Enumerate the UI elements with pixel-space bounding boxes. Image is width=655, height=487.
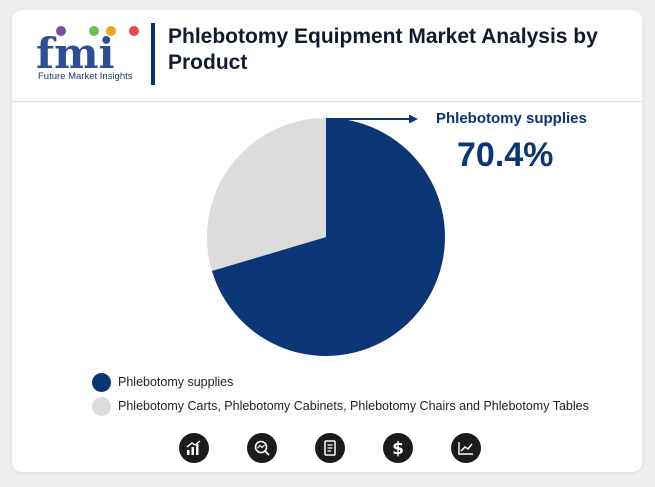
- title-accent-bar: [151, 23, 155, 85]
- fmi-logo-mark: fmi: [36, 26, 139, 78]
- header: fmi Future Market Insights Phlebotomy Eq…: [12, 10, 642, 102]
- logo-letters: fmi: [36, 29, 114, 72]
- header-divider: [12, 101, 642, 102]
- legend-swatch-supplies: [92, 372, 111, 392]
- legend-label-supplies: Phlebotomy supplies: [118, 375, 234, 389]
- legend-swatch-carts: [92, 396, 111, 416]
- pie-chart: [206, 114, 445, 356]
- logo-dot-purple: [56, 26, 66, 36]
- svg-text:$: $: [392, 439, 404, 457]
- chart-legend: Phlebotomy supplies Phlebotomy Carts, Ph…: [92, 370, 589, 418]
- report-card: fmi Future Market Insights Phlebotomy Eq…: [12, 10, 642, 472]
- logo-text: Future Market Insights: [38, 71, 133, 82]
- callout-arrow: [326, 114, 418, 124]
- dollar-icon: $: [383, 433, 413, 463]
- page-title: Phlebotomy Equipment Market Analysis by …: [168, 25, 598, 74]
- logo-dot-green: [89, 26, 99, 36]
- pie-slice-carts: [206, 118, 326, 271]
- callout-value: 70.4%: [457, 136, 554, 174]
- document-icon: [315, 433, 345, 463]
- growth-chart-icon: [179, 433, 209, 463]
- magnifier-trend-icon: [247, 433, 277, 463]
- callout-label: Phlebotomy supplies: [436, 110, 587, 127]
- legend-item-carts: Phlebotomy Carts, Phlebotomy Cabinets, P…: [92, 394, 589, 418]
- logo-dot-orange: [106, 26, 116, 36]
- footer-icons: $: [179, 433, 481, 463]
- legend-item-supplies: Phlebotomy supplies: [92, 370, 589, 394]
- legend-label-carts: Phlebotomy Carts, Phlebotomy Cabinets, P…: [118, 399, 589, 413]
- fmi-logo: fmi Future Market Insights: [36, 24, 146, 86]
- pie-slice-supplies: [211, 118, 445, 356]
- pie-slices: [206, 118, 445, 356]
- logo-dot-red: [129, 26, 139, 36]
- line-chart-icon: [451, 433, 481, 463]
